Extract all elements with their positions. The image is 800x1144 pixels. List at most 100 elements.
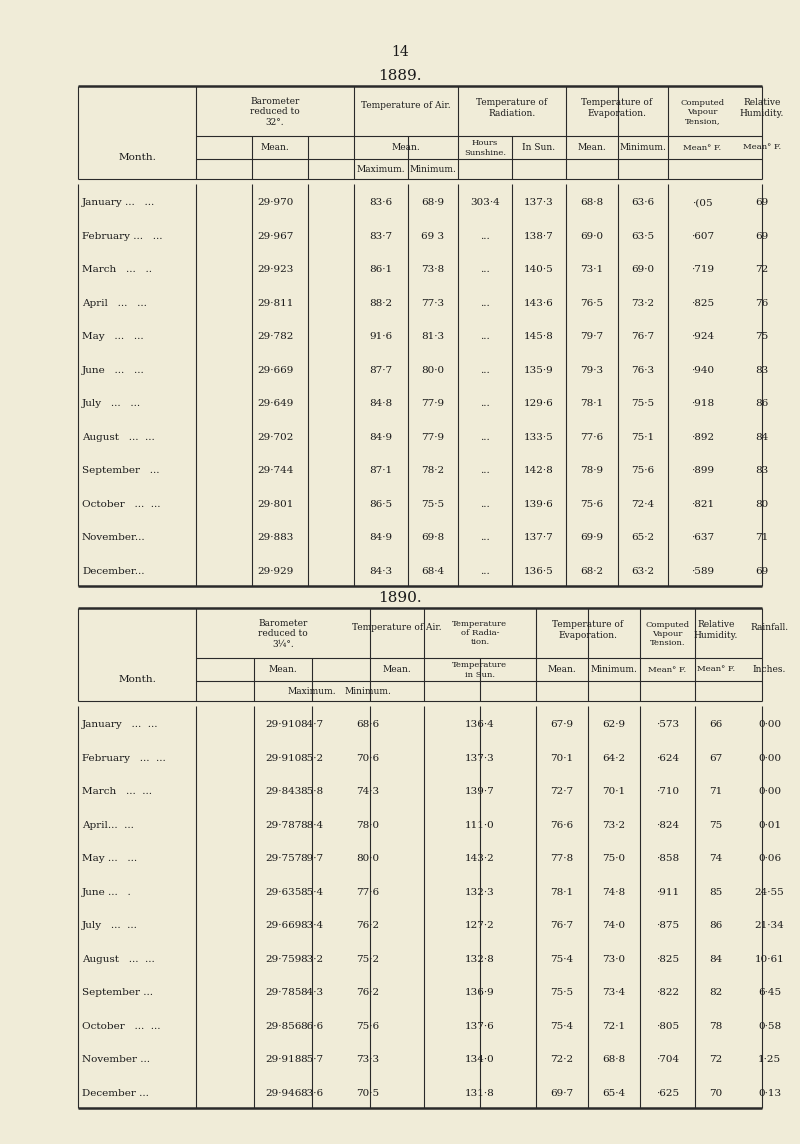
Text: 77·9: 77·9 xyxy=(422,399,445,408)
Text: 29·923: 29·923 xyxy=(257,265,293,275)
Text: 75·6: 75·6 xyxy=(581,500,603,509)
Text: 84: 84 xyxy=(710,955,722,963)
Text: 62·9: 62·9 xyxy=(602,721,626,729)
Text: 64·2: 64·2 xyxy=(602,754,626,763)
Text: 74: 74 xyxy=(710,855,722,864)
Text: Temperature of
Evaporation.: Temperature of Evaporation. xyxy=(582,98,653,118)
Text: 136·4: 136·4 xyxy=(465,721,495,729)
Text: 69·7: 69·7 xyxy=(550,1089,574,1098)
Text: February ...   ...: February ... ... xyxy=(82,232,162,240)
Text: Relative
Humidity.: Relative Humidity. xyxy=(740,98,784,118)
Text: April   ...   ...: April ... ... xyxy=(82,299,147,308)
Text: 81·3: 81·3 xyxy=(422,332,445,341)
Text: 29·759: 29·759 xyxy=(265,955,301,963)
Text: 29·669: 29·669 xyxy=(265,921,301,930)
Text: 73·2: 73·2 xyxy=(602,820,626,829)
Text: 63·2: 63·2 xyxy=(631,566,654,575)
Text: Hours
Sunshine.: Hours Sunshine. xyxy=(464,140,506,157)
Text: 75·0: 75·0 xyxy=(602,855,626,864)
Text: 86·6: 86·6 xyxy=(301,1022,323,1031)
Text: 24·55: 24·55 xyxy=(754,888,784,897)
Text: 70·1: 70·1 xyxy=(602,787,626,796)
Text: 0·13: 0·13 xyxy=(758,1089,781,1098)
Text: 0·06: 0·06 xyxy=(758,855,781,864)
Text: November ...: November ... xyxy=(82,1055,150,1064)
Text: June ...   .: June ... . xyxy=(82,888,132,897)
Text: Minimum.: Minimum. xyxy=(345,686,391,696)
Text: 83: 83 xyxy=(755,467,769,475)
Text: Computed
Vapour
Tension,: Computed Vapour Tension, xyxy=(681,98,725,125)
Text: 133·5: 133·5 xyxy=(524,432,554,442)
Text: May   ...   ...: May ... ... xyxy=(82,332,144,341)
Text: 73·2: 73·2 xyxy=(631,299,654,308)
Text: 67: 67 xyxy=(710,754,722,763)
Text: 75·4: 75·4 xyxy=(550,955,574,963)
Text: 65·2: 65·2 xyxy=(631,533,654,542)
Text: ·858: ·858 xyxy=(656,855,679,864)
Text: 303·4: 303·4 xyxy=(470,198,500,207)
Text: 75·5: 75·5 xyxy=(550,988,574,998)
Text: 29·757: 29·757 xyxy=(265,855,301,864)
Text: ·899: ·899 xyxy=(691,467,714,475)
Text: 0·00: 0·00 xyxy=(758,754,781,763)
Text: 29·883: 29·883 xyxy=(257,533,293,542)
Text: 76·7: 76·7 xyxy=(631,332,654,341)
Text: May ...   ...: May ... ... xyxy=(82,855,137,864)
Text: 69 3: 69 3 xyxy=(422,232,445,240)
Text: 72·2: 72·2 xyxy=(550,1055,574,1064)
Text: 127·2: 127·2 xyxy=(465,921,495,930)
Text: 77·6: 77·6 xyxy=(357,888,379,897)
Text: December ...: December ... xyxy=(82,1089,149,1098)
Text: 89·7: 89·7 xyxy=(301,855,323,864)
Text: ·607: ·607 xyxy=(691,232,714,240)
Text: 139·7: 139·7 xyxy=(465,787,495,796)
Text: Barometer
reduced to
3¼°.: Barometer reduced to 3¼°. xyxy=(258,619,308,649)
Text: ·892: ·892 xyxy=(691,432,714,442)
Text: 83·6: 83·6 xyxy=(301,1089,323,1098)
Text: Mean.: Mean. xyxy=(578,143,606,151)
Text: ·875: ·875 xyxy=(656,921,679,930)
Text: 29·811: 29·811 xyxy=(257,299,293,308)
Text: 29·669: 29·669 xyxy=(257,366,293,375)
Text: December...: December... xyxy=(82,566,145,575)
Text: 143·6: 143·6 xyxy=(524,299,554,308)
Text: 74·8: 74·8 xyxy=(602,888,626,897)
Text: ·704: ·704 xyxy=(656,1055,679,1064)
Text: 73·0: 73·0 xyxy=(602,955,626,963)
Text: 80·0: 80·0 xyxy=(422,366,445,375)
Text: October   ...  ...: October ... ... xyxy=(82,1022,161,1031)
Text: 29·782: 29·782 xyxy=(257,332,293,341)
Text: 136·5: 136·5 xyxy=(524,566,554,575)
Text: Month.: Month. xyxy=(118,675,156,684)
Text: 142·8: 142·8 xyxy=(524,467,554,475)
Text: 1·25: 1·25 xyxy=(758,1055,781,1064)
Text: 72·4: 72·4 xyxy=(631,500,654,509)
Text: ·589: ·589 xyxy=(691,566,714,575)
Text: Mean° F.: Mean° F. xyxy=(683,144,722,152)
Text: 88·4: 88·4 xyxy=(301,820,323,829)
Text: 111·0: 111·0 xyxy=(465,820,495,829)
Text: 72·1: 72·1 xyxy=(602,1022,626,1031)
Text: 29·910: 29·910 xyxy=(265,721,301,729)
Text: ·573: ·573 xyxy=(656,721,679,729)
Text: 29·970: 29·970 xyxy=(257,198,293,207)
Text: 83·7: 83·7 xyxy=(370,232,393,240)
Text: 86·1: 86·1 xyxy=(370,265,393,275)
Text: ·710: ·710 xyxy=(656,787,679,796)
Text: 78·1: 78·1 xyxy=(581,399,603,408)
Text: 75·5: 75·5 xyxy=(631,399,654,408)
Text: 76·7: 76·7 xyxy=(550,921,574,930)
Text: January ...   ...: January ... ... xyxy=(82,198,155,207)
Text: 137·3: 137·3 xyxy=(524,198,554,207)
Text: 72: 72 xyxy=(755,265,769,275)
Text: Minimum.: Minimum. xyxy=(410,165,457,174)
Text: Mean° F.: Mean° F. xyxy=(743,143,781,151)
Text: 136·9: 136·9 xyxy=(465,988,495,998)
Text: Mean.: Mean. xyxy=(382,665,411,674)
Text: 29·843: 29·843 xyxy=(265,787,301,796)
Text: ·911: ·911 xyxy=(656,888,679,897)
Text: ·805: ·805 xyxy=(656,1022,679,1031)
Text: Maximum.: Maximum. xyxy=(357,165,406,174)
Text: 76·2: 76·2 xyxy=(357,988,379,998)
Text: 73·8: 73·8 xyxy=(422,265,445,275)
